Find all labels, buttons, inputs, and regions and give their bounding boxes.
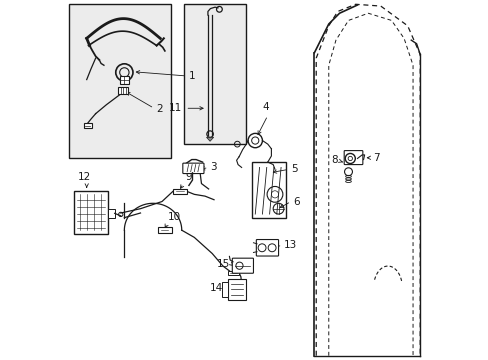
- Bar: [120, 76, 128, 84]
- FancyBboxPatch shape: [232, 258, 253, 273]
- Text: 8: 8: [330, 155, 337, 165]
- Text: 9: 9: [185, 172, 192, 182]
- Bar: [118, 87, 128, 94]
- Text: 14: 14: [209, 283, 223, 293]
- Bar: [228, 271, 239, 275]
- Bar: [183, 4, 246, 144]
- Text: 5: 5: [290, 164, 297, 174]
- Bar: [83, 123, 92, 129]
- Polygon shape: [206, 137, 213, 141]
- Bar: [69, 4, 171, 158]
- Text: 3: 3: [210, 162, 217, 172]
- Text: 4: 4: [262, 102, 269, 112]
- Bar: [158, 227, 172, 233]
- Text: 15: 15: [217, 259, 230, 269]
- Text: 7: 7: [373, 153, 380, 163]
- Text: 10: 10: [167, 212, 180, 222]
- Text: 12: 12: [78, 172, 91, 182]
- FancyBboxPatch shape: [344, 150, 362, 165]
- Bar: [74, 191, 108, 234]
- Text: 1: 1: [188, 71, 195, 81]
- FancyBboxPatch shape: [256, 239, 278, 256]
- Bar: [251, 162, 285, 218]
- Bar: [222, 282, 227, 297]
- Text: 13: 13: [284, 240, 297, 250]
- FancyBboxPatch shape: [183, 163, 203, 174]
- Text: 6: 6: [292, 197, 299, 207]
- Text: 11: 11: [168, 103, 182, 113]
- Bar: [227, 279, 246, 300]
- Text: 2: 2: [156, 104, 163, 114]
- Bar: [108, 209, 115, 218]
- Bar: [172, 189, 187, 194]
